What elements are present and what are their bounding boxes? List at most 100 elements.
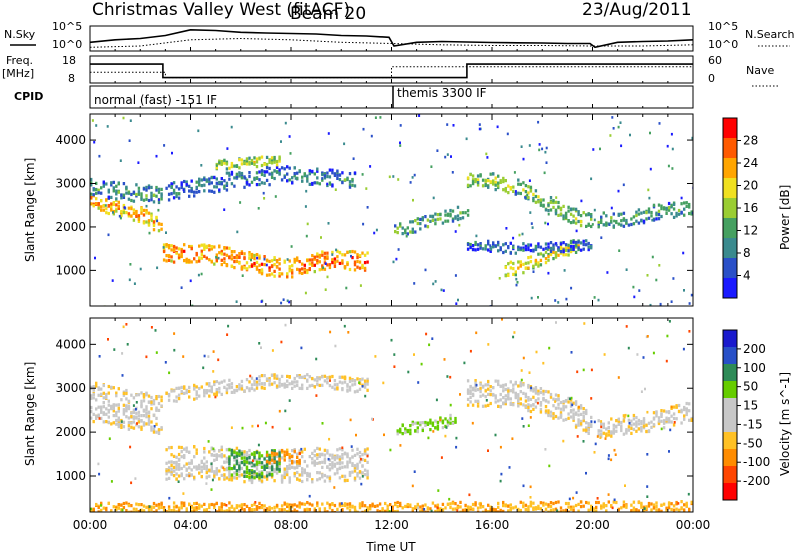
power-speckle — [593, 296, 596, 299]
velocity-cell — [280, 474, 284, 478]
velocity-cell — [268, 458, 271, 462]
power-cell — [647, 207, 651, 211]
power-cell — [406, 226, 409, 230]
velocity-speckle — [126, 343, 129, 346]
velocity-cell — [396, 429, 399, 433]
power-cell — [150, 191, 153, 195]
power-speckle — [522, 157, 525, 161]
velocity-cell — [489, 508, 492, 512]
velocity-cell — [326, 451, 329, 455]
velocity-cell — [200, 385, 203, 389]
velocity-cell — [253, 454, 256, 458]
velocity-cell — [401, 423, 404, 427]
velocity-cell — [238, 386, 241, 390]
nave-label: Nave — [746, 64, 774, 77]
velocity-cell — [223, 468, 226, 472]
velocity-cell — [338, 375, 342, 379]
power-cell — [95, 181, 98, 185]
velocity-cell — [240, 379, 244, 383]
velocity-cell — [215, 456, 218, 460]
power-speckle — [683, 289, 685, 292]
power-cell — [120, 209, 123, 214]
power-cell — [233, 266, 236, 270]
x-axis-label: Time UT — [365, 540, 416, 554]
power-cell — [230, 257, 234, 261]
power-cell — [130, 207, 133, 211]
velocity-cell — [333, 379, 337, 383]
velocity-cell — [642, 417, 646, 421]
velocity-cell — [260, 386, 264, 390]
power-cell — [582, 243, 585, 247]
velocity-cell — [195, 506, 198, 510]
power-cell — [208, 179, 211, 183]
power-speckle — [128, 139, 131, 142]
power-cell — [326, 183, 329, 188]
power-cell — [306, 270, 309, 275]
power-cell — [137, 190, 141, 194]
velocity-cell — [301, 473, 304, 477]
velocity-cell — [205, 464, 208, 468]
velocity-cell — [203, 466, 206, 470]
velocity-speckle — [668, 320, 671, 323]
power-cell — [275, 159, 279, 164]
velocity-cell — [655, 414, 658, 418]
power-cell — [637, 221, 641, 225]
velocity-speckle — [570, 351, 573, 354]
velocity-cell — [145, 415, 148, 419]
velocity-cell — [122, 408, 126, 412]
velocity-cell — [366, 382, 369, 386]
velocity-cell — [527, 396, 530, 400]
power-cell — [90, 196, 93, 200]
velocity-cell — [326, 465, 329, 469]
velocity-cell — [135, 502, 138, 506]
velocity-cell — [652, 411, 656, 415]
velocity-cell — [537, 504, 540, 508]
velocity-cell — [499, 392, 502, 397]
power-cell — [434, 212, 437, 216]
velocity-cell — [642, 505, 646, 509]
power-cell — [288, 178, 291, 182]
velocity-cell — [328, 467, 332, 471]
power-cell — [351, 177, 354, 182]
velocity-cell — [225, 460, 229, 464]
power-cell — [280, 166, 284, 170]
power-cell — [308, 267, 311, 271]
velocity-speckle — [327, 457, 330, 461]
power-cell — [635, 213, 638, 218]
velocity-cell — [177, 458, 181, 462]
power-cell — [286, 272, 289, 276]
power-cell — [557, 205, 560, 209]
velocity-cell — [170, 509, 173, 512]
velocity-cell — [293, 508, 296, 512]
velocity-cell — [585, 428, 588, 432]
velocity-cell — [213, 472, 216, 476]
power-cell — [193, 190, 196, 194]
velocity-speckle — [590, 420, 593, 423]
power-cell — [223, 184, 226, 188]
power-cell — [640, 219, 643, 223]
velocity-cell — [582, 414, 585, 418]
power-speckle — [365, 187, 368, 190]
velocity-cell — [607, 426, 610, 430]
power-cell — [494, 188, 497, 192]
power-colorbar-segment — [723, 178, 737, 198]
velocity-cell — [607, 500, 610, 504]
power-speckle — [294, 177, 297, 180]
velocity-cell — [421, 421, 424, 425]
velocity-cell — [469, 389, 472, 393]
velocity-cell — [205, 391, 208, 395]
power-speckle — [570, 286, 573, 290]
velocity-cell — [341, 456, 344, 460]
velocity-cell — [286, 470, 289, 474]
velocity-cell — [454, 507, 457, 511]
velocity-cell — [353, 478, 357, 482]
power-cell — [170, 192, 173, 196]
velocity-speckle — [670, 405, 673, 409]
power-cell — [270, 172, 274, 176]
power-cell — [223, 179, 226, 183]
power-cell — [260, 268, 264, 272]
power-cell — [554, 255, 558, 259]
velocity-speckle — [121, 374, 124, 377]
velocity-cell — [399, 504, 402, 508]
velocity-cell — [642, 419, 646, 423]
